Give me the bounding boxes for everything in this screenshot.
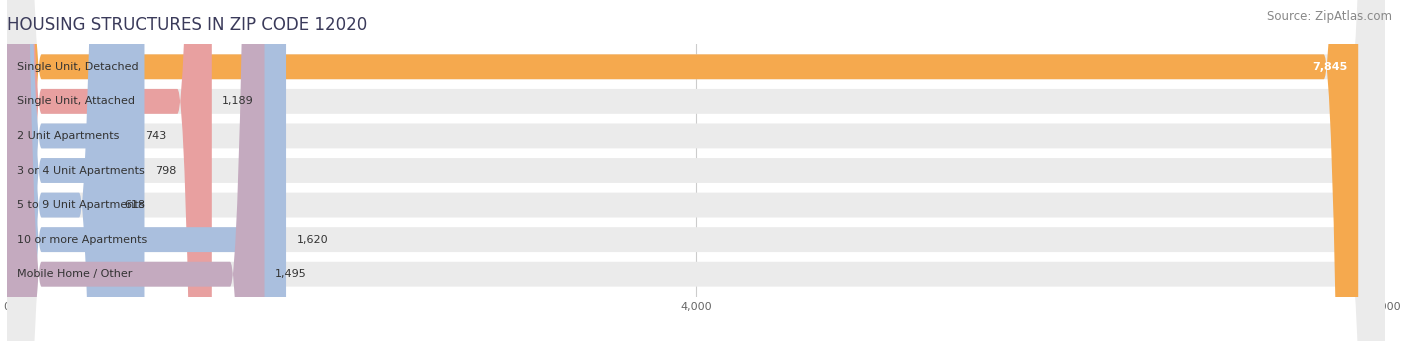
Text: 1,495: 1,495 xyxy=(274,269,307,279)
Text: Single Unit, Attached: Single Unit, Attached xyxy=(17,97,135,106)
FancyBboxPatch shape xyxy=(7,0,1385,341)
FancyBboxPatch shape xyxy=(7,0,135,341)
Text: 618: 618 xyxy=(124,200,145,210)
FancyBboxPatch shape xyxy=(7,0,212,341)
Text: Source: ZipAtlas.com: Source: ZipAtlas.com xyxy=(1267,10,1392,23)
FancyBboxPatch shape xyxy=(7,0,145,341)
Text: 743: 743 xyxy=(145,131,166,141)
Text: Single Unit, Detached: Single Unit, Detached xyxy=(17,62,139,72)
Text: 5 to 9 Unit Apartments: 5 to 9 Unit Apartments xyxy=(17,200,145,210)
FancyBboxPatch shape xyxy=(7,0,1358,341)
FancyBboxPatch shape xyxy=(7,0,114,341)
FancyBboxPatch shape xyxy=(7,0,285,341)
Text: 1,189: 1,189 xyxy=(222,97,254,106)
FancyBboxPatch shape xyxy=(7,0,1385,341)
Text: HOUSING STRUCTURES IN ZIP CODE 12020: HOUSING STRUCTURES IN ZIP CODE 12020 xyxy=(7,16,367,34)
FancyBboxPatch shape xyxy=(7,0,1385,341)
Text: 7,845: 7,845 xyxy=(1313,62,1348,72)
FancyBboxPatch shape xyxy=(7,0,1385,341)
FancyBboxPatch shape xyxy=(7,0,1385,341)
Text: 10 or more Apartments: 10 or more Apartments xyxy=(17,235,148,244)
Text: 2 Unit Apartments: 2 Unit Apartments xyxy=(17,131,120,141)
Text: 1,620: 1,620 xyxy=(297,235,328,244)
FancyBboxPatch shape xyxy=(7,0,1385,341)
Text: Mobile Home / Other: Mobile Home / Other xyxy=(17,269,132,279)
Text: 798: 798 xyxy=(155,165,176,176)
FancyBboxPatch shape xyxy=(7,0,264,341)
Text: 3 or 4 Unit Apartments: 3 or 4 Unit Apartments xyxy=(17,165,145,176)
FancyBboxPatch shape xyxy=(7,0,1385,341)
